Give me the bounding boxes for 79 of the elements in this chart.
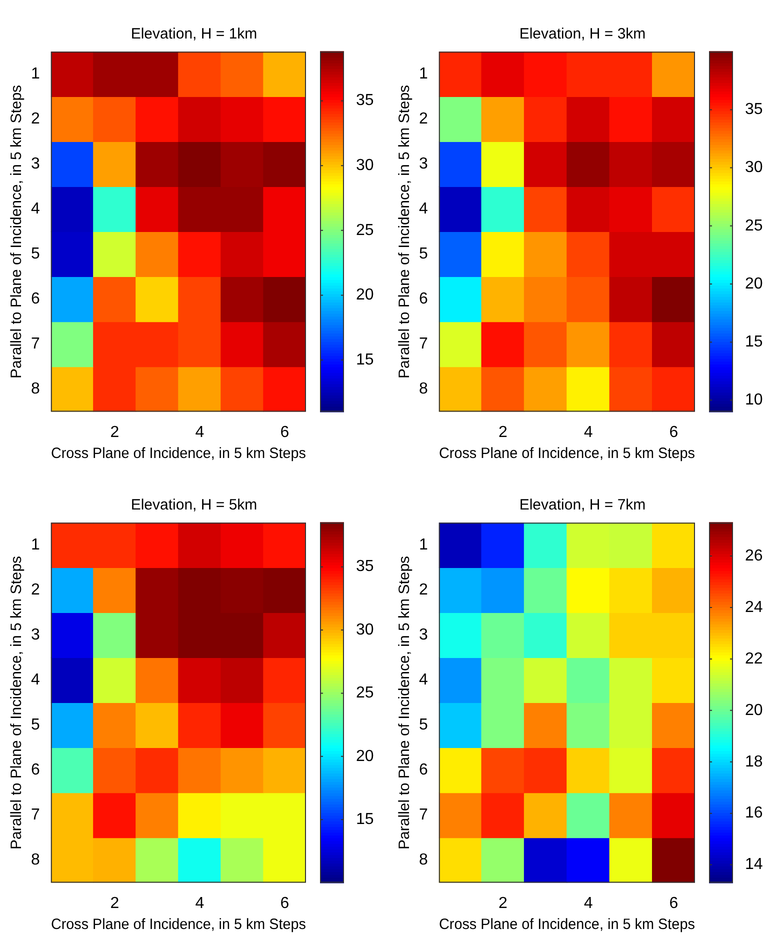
y-tick-label: 1	[30, 66, 40, 83]
y-tick-label: 7	[30, 336, 40, 353]
color-bar-label: 30	[745, 159, 763, 176]
color-bar-label: 25	[745, 217, 763, 234]
y-tick-label: 5	[30, 716, 40, 734]
y-tick-label: 1	[30, 536, 40, 554]
y-tick-label: 8	[30, 852, 40, 869]
x-tick-label: 6	[669, 424, 678, 441]
x-tick-label: 2	[110, 894, 120, 912]
y-tick-label: 7	[418, 336, 428, 353]
color-bar-label: 20	[745, 275, 763, 292]
chart-title: Elevation, H = 3km	[519, 26, 646, 43]
x-tick-label: 2	[110, 424, 120, 441]
y-axis-title: Parallel to Plane of Incidence, in 5 km Steps	[8, 556, 26, 850]
y-tick-label: 2	[418, 110, 428, 128]
y-tick-label: 8	[418, 380, 428, 398]
x-tick-label: 4	[584, 894, 593, 912]
color-bar-label: 18	[745, 753, 763, 770]
color-bar-label: 25	[356, 684, 374, 702]
y-tick-label: 4	[30, 200, 40, 218]
y-tick-label: 5	[30, 246, 40, 263]
x-axis-title: Cross Plane of Incidence, in 5 km Steps	[50, 916, 306, 934]
y-tick-label: 3	[418, 156, 428, 173]
y-tick-label: 3	[418, 626, 428, 644]
x-tick-label: 6	[280, 894, 290, 912]
y-tick-label: 5	[418, 716, 428, 734]
color-bar-label: 15	[356, 351, 374, 368]
y-tick-label: 6	[30, 762, 40, 779]
y-axis-title: Parallel to Plane of Incidence, in 5 km Steps	[8, 84, 26, 378]
y-tick-label: 4	[418, 200, 428, 218]
y-tick-label: 2	[418, 582, 428, 599]
x-tick-label: 2	[498, 894, 508, 912]
color-bar-label: 35	[356, 558, 374, 576]
y-tick-label: 2	[30, 582, 40, 599]
color-bar-label: 20	[356, 748, 374, 765]
x-tick-label: 4	[195, 424, 204, 441]
color-bar-label: 20	[745, 702, 763, 719]
color-bar-label: 24	[745, 598, 763, 616]
x-tick-label: 6	[280, 424, 290, 441]
y-tick-label: 2	[30, 110, 40, 128]
y-tick-label: 7	[418, 806, 428, 824]
y-tick-label: 6	[418, 762, 428, 779]
x-tick-label: 4	[584, 424, 593, 441]
color-bar-label: 10	[745, 392, 763, 409]
color-bar-label: 14	[745, 856, 763, 874]
color-bar-label: 22	[745, 650, 763, 668]
x-axis-title: Cross Plane of Incidence, in 5 km Steps	[50, 446, 306, 462]
y-tick-label: 1	[418, 66, 428, 83]
y-tick-label: 1	[418, 536, 428, 554]
x-axis-title: Cross Plane of Incidence, in 5 km Steps	[438, 446, 695, 462]
y-tick-label: 3	[30, 626, 40, 644]
y-axis-title: Parallel to Plane of Incidence, in 5 km Steps	[396, 556, 414, 850]
chart-title: Elevation, H = 7km	[519, 496, 646, 514]
y-tick-label: 7	[30, 806, 40, 824]
chart-title: Elevation, H = 5km	[130, 496, 258, 514]
y-tick-label: 8	[418, 852, 428, 869]
chart-title: Elevation, H = 1km	[130, 26, 258, 43]
x-tick-label: 2	[498, 424, 508, 441]
color-bar-label: 15	[745, 333, 763, 350]
color-bar-label: 35	[356, 92, 374, 110]
x-tick-label: 6	[669, 894, 678, 912]
color-bar-label: 16	[745, 804, 763, 822]
y-tick-label: 6	[30, 290, 40, 308]
y-tick-label: 4	[418, 672, 428, 689]
color-bar-label: 35	[745, 101, 763, 118]
y-tick-label: 5	[418, 246, 428, 263]
color-bar-label: 15	[356, 811, 374, 828]
color-bar-label: 20	[356, 286, 374, 304]
y-axis-title: Parallel to Plane of Incidence, in 5 km Steps	[396, 84, 414, 378]
color-bar-label: 26	[745, 547, 763, 564]
y-tick-label: 3	[30, 156, 40, 173]
color-bar-label: 30	[356, 157, 374, 174]
y-tick-label: 8	[30, 380, 40, 398]
x-tick-label: 4	[195, 894, 204, 912]
color-bar-label: 30	[356, 621, 374, 638]
x-axis-title: Cross Plane of Incidence, in 5 km Steps	[438, 916, 695, 934]
y-tick-label: 6	[418, 290, 428, 308]
color-bar-label: 25	[356, 222, 374, 239]
y-tick-label: 4	[30, 672, 40, 689]
